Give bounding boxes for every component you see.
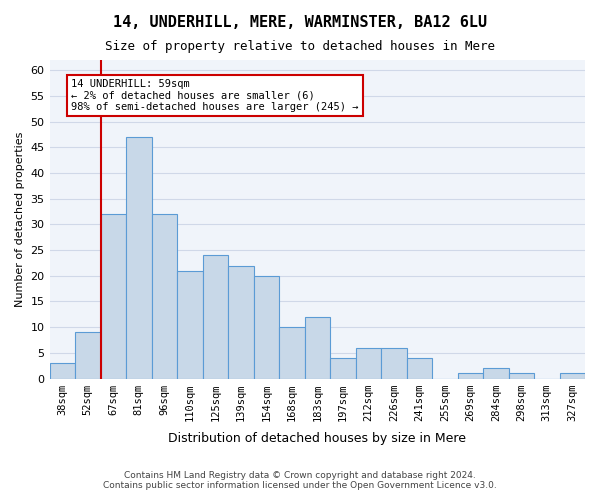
Text: 14 UNDERHILL: 59sqm
← 2% of detached houses are smaller (6)
98% of semi-detached: 14 UNDERHILL: 59sqm ← 2% of detached hou… [71,79,358,112]
Y-axis label: Number of detached properties: Number of detached properties [15,132,25,307]
Bar [279,327,305,378]
Bar [75,332,101,378]
Bar [509,374,534,378]
Bar [560,374,585,378]
Bar [126,137,152,378]
Bar [152,214,177,378]
Text: Size of property relative to detached houses in Mere: Size of property relative to detached ho… [105,40,495,53]
Bar [458,374,483,378]
Bar [407,358,432,378]
Bar [101,214,126,378]
Bar [50,363,75,378]
Bar [483,368,509,378]
X-axis label: Distribution of detached houses by size in Mere: Distribution of detached houses by size … [168,432,466,445]
Bar [254,276,279,378]
Bar [177,270,203,378]
Bar [228,266,254,378]
Bar [381,348,407,378]
Bar [305,317,330,378]
Bar [356,348,381,378]
Bar [330,358,356,378]
Bar [203,255,228,378]
Text: 14, UNDERHILL, MERE, WARMINSTER, BA12 6LU: 14, UNDERHILL, MERE, WARMINSTER, BA12 6L… [113,15,487,30]
Text: Contains HM Land Registry data © Crown copyright and database right 2024.
Contai: Contains HM Land Registry data © Crown c… [103,470,497,490]
